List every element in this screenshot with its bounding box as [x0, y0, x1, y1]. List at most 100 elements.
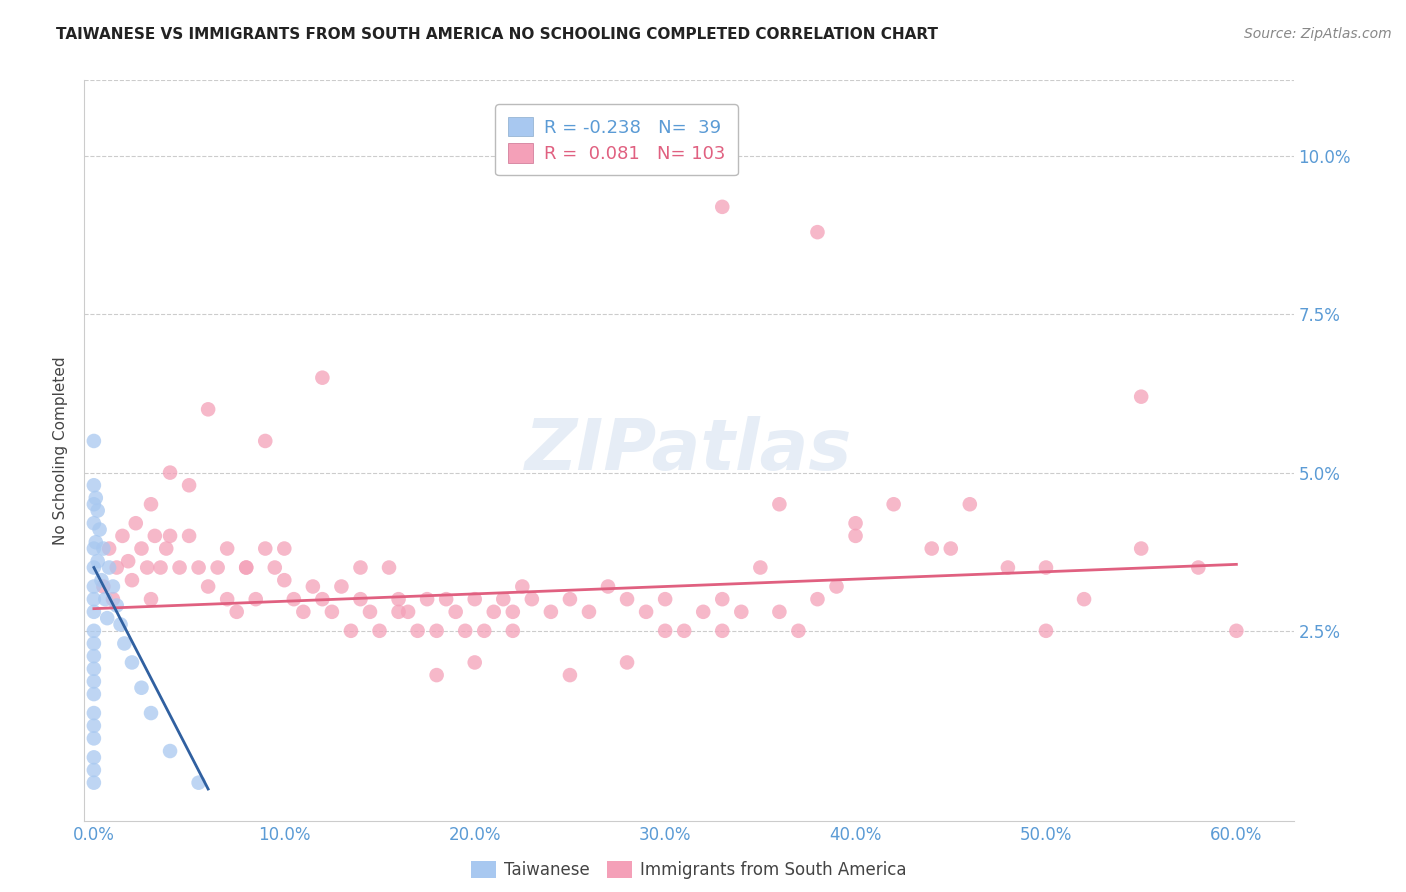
- Point: [273, 541, 295, 556]
- Point: [921, 541, 943, 556]
- Point: [83, 775, 105, 789]
- Point: [83, 541, 105, 556]
- Point: [711, 200, 734, 214]
- Point: [131, 541, 153, 556]
- Point: [235, 560, 257, 574]
- Point: [83, 624, 105, 638]
- Point: [83, 662, 105, 676]
- Point: [93, 580, 115, 594]
- Point: [83, 592, 105, 607]
- Point: [155, 541, 177, 556]
- Point: [768, 497, 790, 511]
- Point: [1187, 560, 1209, 574]
- Point: [235, 560, 257, 574]
- Point: [749, 560, 772, 574]
- Point: [217, 592, 239, 607]
- Point: [121, 656, 143, 670]
- Point: [292, 605, 315, 619]
- Point: [125, 516, 148, 531]
- Point: [254, 541, 277, 556]
- Point: [1035, 624, 1057, 638]
- Point: [406, 624, 429, 638]
- Point: [83, 636, 105, 650]
- Point: [768, 605, 790, 619]
- Point: [426, 624, 449, 638]
- Point: [83, 478, 105, 492]
- Point: [596, 580, 619, 594]
- Point: [359, 605, 381, 619]
- Point: [159, 466, 181, 480]
- Point: [492, 592, 515, 607]
- Point: [93, 541, 115, 556]
- Point: [997, 560, 1019, 574]
- Point: [131, 681, 153, 695]
- Point: [378, 560, 401, 574]
- Point: [396, 605, 419, 619]
- Point: [426, 668, 449, 682]
- Point: [1073, 592, 1095, 607]
- Point: [149, 560, 172, 574]
- Point: [845, 516, 868, 531]
- Point: [578, 605, 600, 619]
- Point: [187, 560, 209, 574]
- Point: [1130, 541, 1153, 556]
- Point: [349, 592, 371, 607]
- Point: [311, 370, 333, 384]
- Point: [177, 478, 200, 492]
- Point: [558, 668, 581, 682]
- Point: [139, 592, 162, 607]
- Point: [83, 649, 105, 664]
- Point: [502, 605, 524, 619]
- Point: [806, 592, 828, 607]
- Point: [340, 624, 363, 638]
- Point: [83, 706, 105, 720]
- Point: [673, 624, 696, 638]
- Point: [83, 560, 105, 574]
- Point: [636, 605, 658, 619]
- Point: [540, 605, 562, 619]
- Legend: Taiwanese, Immigrants from South America: Taiwanese, Immigrants from South America: [471, 861, 907, 879]
- Point: [387, 592, 409, 607]
- Point: [302, 580, 325, 594]
- Point: [349, 560, 371, 574]
- Point: [1035, 560, 1057, 574]
- Point: [105, 560, 128, 574]
- Point: [434, 592, 457, 607]
- Text: TAIWANESE VS IMMIGRANTS FROM SOUTH AMERICA NO SCHOOLING COMPLETED CORRELATION CH: TAIWANESE VS IMMIGRANTS FROM SOUTH AMERI…: [56, 27, 938, 42]
- Point: [387, 605, 409, 619]
- Text: Source: ZipAtlas.com: Source: ZipAtlas.com: [1244, 27, 1392, 41]
- Point: [558, 592, 581, 607]
- Point: [159, 529, 181, 543]
- Point: [217, 541, 239, 556]
- Point: [98, 541, 121, 556]
- Point: [83, 497, 105, 511]
- Point: [502, 624, 524, 638]
- Point: [83, 763, 105, 777]
- Point: [330, 580, 353, 594]
- Point: [105, 599, 128, 613]
- Point: [136, 560, 159, 574]
- Point: [111, 529, 134, 543]
- Point: [464, 592, 486, 607]
- Point: [730, 605, 752, 619]
- Point: [711, 624, 734, 638]
- Point: [520, 592, 543, 607]
- Point: [711, 592, 734, 607]
- Point: [83, 605, 105, 619]
- Point: [845, 529, 868, 543]
- Point: [89, 523, 111, 537]
- Point: [959, 497, 981, 511]
- Point: [472, 624, 495, 638]
- Point: [83, 516, 105, 531]
- Point: [90, 573, 112, 587]
- Point: [101, 580, 124, 594]
- Point: [83, 731, 105, 746]
- Point: [1225, 624, 1247, 638]
- Point: [283, 592, 305, 607]
- Y-axis label: No Schooling Completed: No Schooling Completed: [53, 356, 69, 545]
- Point: [616, 656, 638, 670]
- Point: [939, 541, 962, 556]
- Point: [825, 580, 848, 594]
- Point: [1130, 390, 1153, 404]
- Point: [83, 434, 105, 448]
